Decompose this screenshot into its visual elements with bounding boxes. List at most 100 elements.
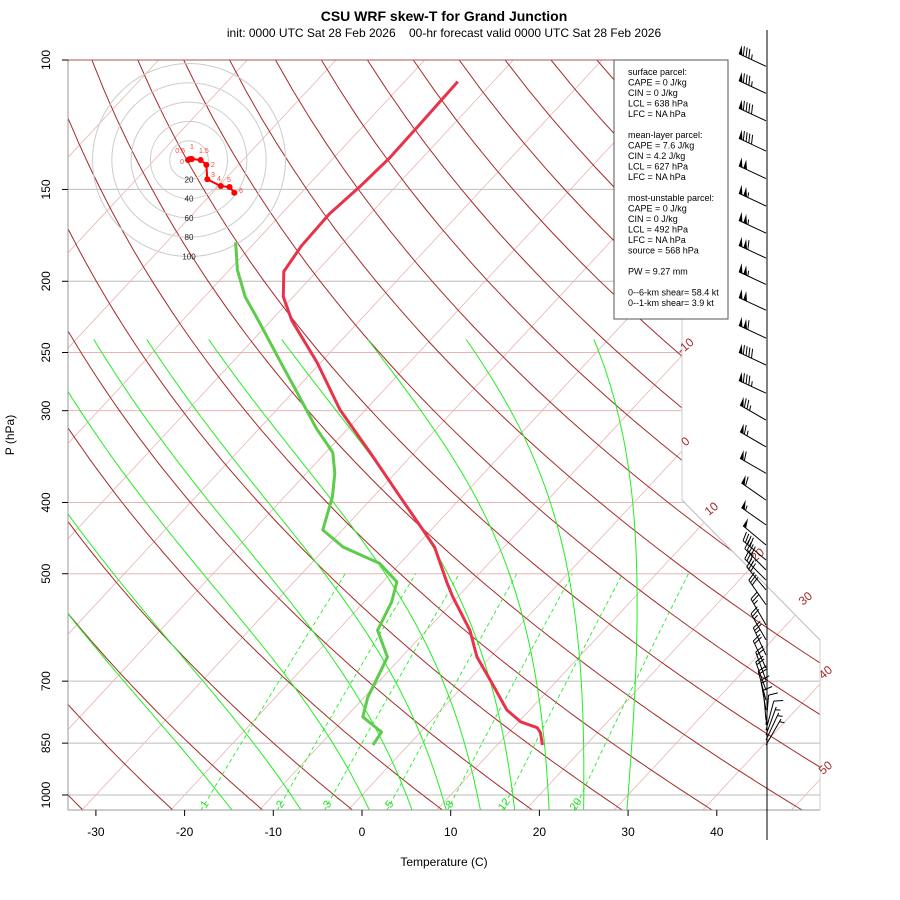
barb-staff bbox=[738, 351, 767, 366]
dry-adiabat bbox=[68, 60, 444, 810]
wind-barb bbox=[738, 288, 767, 311]
barb-pennant bbox=[738, 263, 743, 274]
barb-pennant bbox=[738, 371, 743, 383]
mixing-ratio-label: 3 bbox=[321, 799, 334, 811]
hodograph-point-label: 1.5 bbox=[199, 148, 209, 155]
wind-barb bbox=[738, 72, 767, 94]
wind-barb bbox=[742, 518, 767, 546]
hodograph-point bbox=[204, 176, 211, 183]
barb-feather bbox=[751, 348, 754, 359]
barb-feather bbox=[748, 560, 755, 570]
barb-pennant bbox=[740, 449, 744, 461]
wind-barb bbox=[752, 634, 767, 669]
wind-barb bbox=[739, 449, 767, 474]
barb-pennant bbox=[738, 99, 743, 110]
x-tick-label: -30 bbox=[87, 825, 105, 839]
wind-barb bbox=[738, 211, 767, 234]
mixing-ratio-line bbox=[276, 573, 417, 810]
x-tick-label: 10 bbox=[444, 825, 458, 839]
barb-feather bbox=[746, 558, 753, 568]
barb-feather bbox=[745, 374, 748, 384]
legend-line: CAPE = 0 J/kg bbox=[628, 78, 687, 88]
dry-adiabat bbox=[68, 60, 534, 810]
hodograph-ring-label: 20 bbox=[185, 175, 194, 184]
dry-adiabat bbox=[68, 60, 624, 810]
dry-adiabat bbox=[91, 60, 804, 810]
barb-feather bbox=[748, 375, 751, 386]
wind-barb bbox=[741, 499, 767, 526]
wind-barb bbox=[755, 645, 767, 681]
wind-barb bbox=[762, 686, 773, 721]
hodograph-ring bbox=[149, 120, 229, 200]
barb-pennant bbox=[738, 184, 743, 196]
wind-barb bbox=[765, 700, 784, 731]
mixing-ratio-label: 20 bbox=[568, 796, 585, 813]
legend-line: source = 568 hPa bbox=[628, 246, 699, 256]
hodograph-ring bbox=[92, 63, 286, 257]
hodograph-point bbox=[226, 184, 233, 191]
dry-adiabat bbox=[827, 60, 900, 811]
hodograph-point bbox=[197, 157, 204, 163]
barb-staff bbox=[738, 297, 767, 311]
isotherm-label: -10 bbox=[674, 335, 697, 357]
barb-feather bbox=[768, 692, 778, 696]
wind-barb bbox=[741, 474, 767, 501]
dry-adiabat bbox=[68, 60, 174, 810]
isotherm-label: 10 bbox=[702, 499, 721, 519]
barb-half-feather bbox=[749, 405, 752, 411]
barb-staff bbox=[742, 525, 767, 546]
barb-feather bbox=[748, 103, 751, 113]
hodograph-point-label: 6 bbox=[239, 188, 243, 195]
barb-half-feather bbox=[777, 715, 783, 717]
hodograph-point bbox=[188, 156, 195, 163]
legend-line: 0--1-km shear= 3.9 kt bbox=[628, 298, 714, 308]
dry-adiabat bbox=[320, 60, 820, 810]
y-tick-label: 1000 bbox=[39, 781, 53, 808]
barb-feather bbox=[748, 544, 754, 554]
barb-staff bbox=[752, 640, 767, 669]
barb-half-feather bbox=[745, 505, 748, 511]
barb-feather bbox=[748, 572, 755, 581]
barb-feather bbox=[747, 320, 750, 330]
barb-feather bbox=[757, 665, 767, 672]
sounding-profiles bbox=[234, 80, 544, 746]
barb-feather bbox=[749, 537, 754, 547]
barb-feather bbox=[752, 594, 760, 602]
background-lines bbox=[68, 60, 900, 811]
barb-feather bbox=[744, 539, 750, 549]
barb-pennant bbox=[743, 518, 749, 529]
mixing-ratio-label: 12 bbox=[496, 796, 513, 813]
wind-barb bbox=[738, 129, 767, 152]
hodograph-ring bbox=[169, 140, 209, 180]
barb-feather bbox=[745, 47, 748, 58]
barb-pennant bbox=[738, 72, 743, 83]
barb-feather bbox=[755, 645, 764, 653]
dry-adiabat bbox=[366, 60, 820, 810]
barb-feather bbox=[744, 550, 750, 560]
legend-box bbox=[613, 59, 729, 320]
x-tick-label: -20 bbox=[176, 825, 194, 839]
dry-adiabat bbox=[183, 60, 820, 810]
barb-feather bbox=[751, 577, 759, 586]
barb-feather bbox=[760, 675, 770, 681]
barb-feather bbox=[745, 132, 748, 142]
barb-half-feather bbox=[755, 629, 761, 634]
barb-half-feather bbox=[751, 381, 753, 387]
wind-barb bbox=[752, 620, 767, 656]
barb-pennant bbox=[741, 499, 746, 510]
wind-barb bbox=[750, 591, 767, 626]
barb-feather bbox=[752, 634, 761, 642]
barb-half-feather bbox=[746, 430, 749, 436]
barb-staff bbox=[744, 558, 767, 581]
barb-half-feather bbox=[779, 721, 785, 724]
wind-barb bbox=[738, 99, 767, 122]
barb-feather bbox=[747, 535, 752, 545]
y-tick-label: 700 bbox=[39, 671, 53, 691]
mixing-ratio-line bbox=[446, 573, 573, 810]
legend-line: most-unstable parcel: bbox=[628, 193, 714, 203]
hodograph-ring bbox=[111, 82, 267, 238]
y-tick-label: 100 bbox=[39, 50, 53, 70]
barb-feather bbox=[742, 46, 745, 56]
barb-pennant bbox=[738, 157, 743, 168]
